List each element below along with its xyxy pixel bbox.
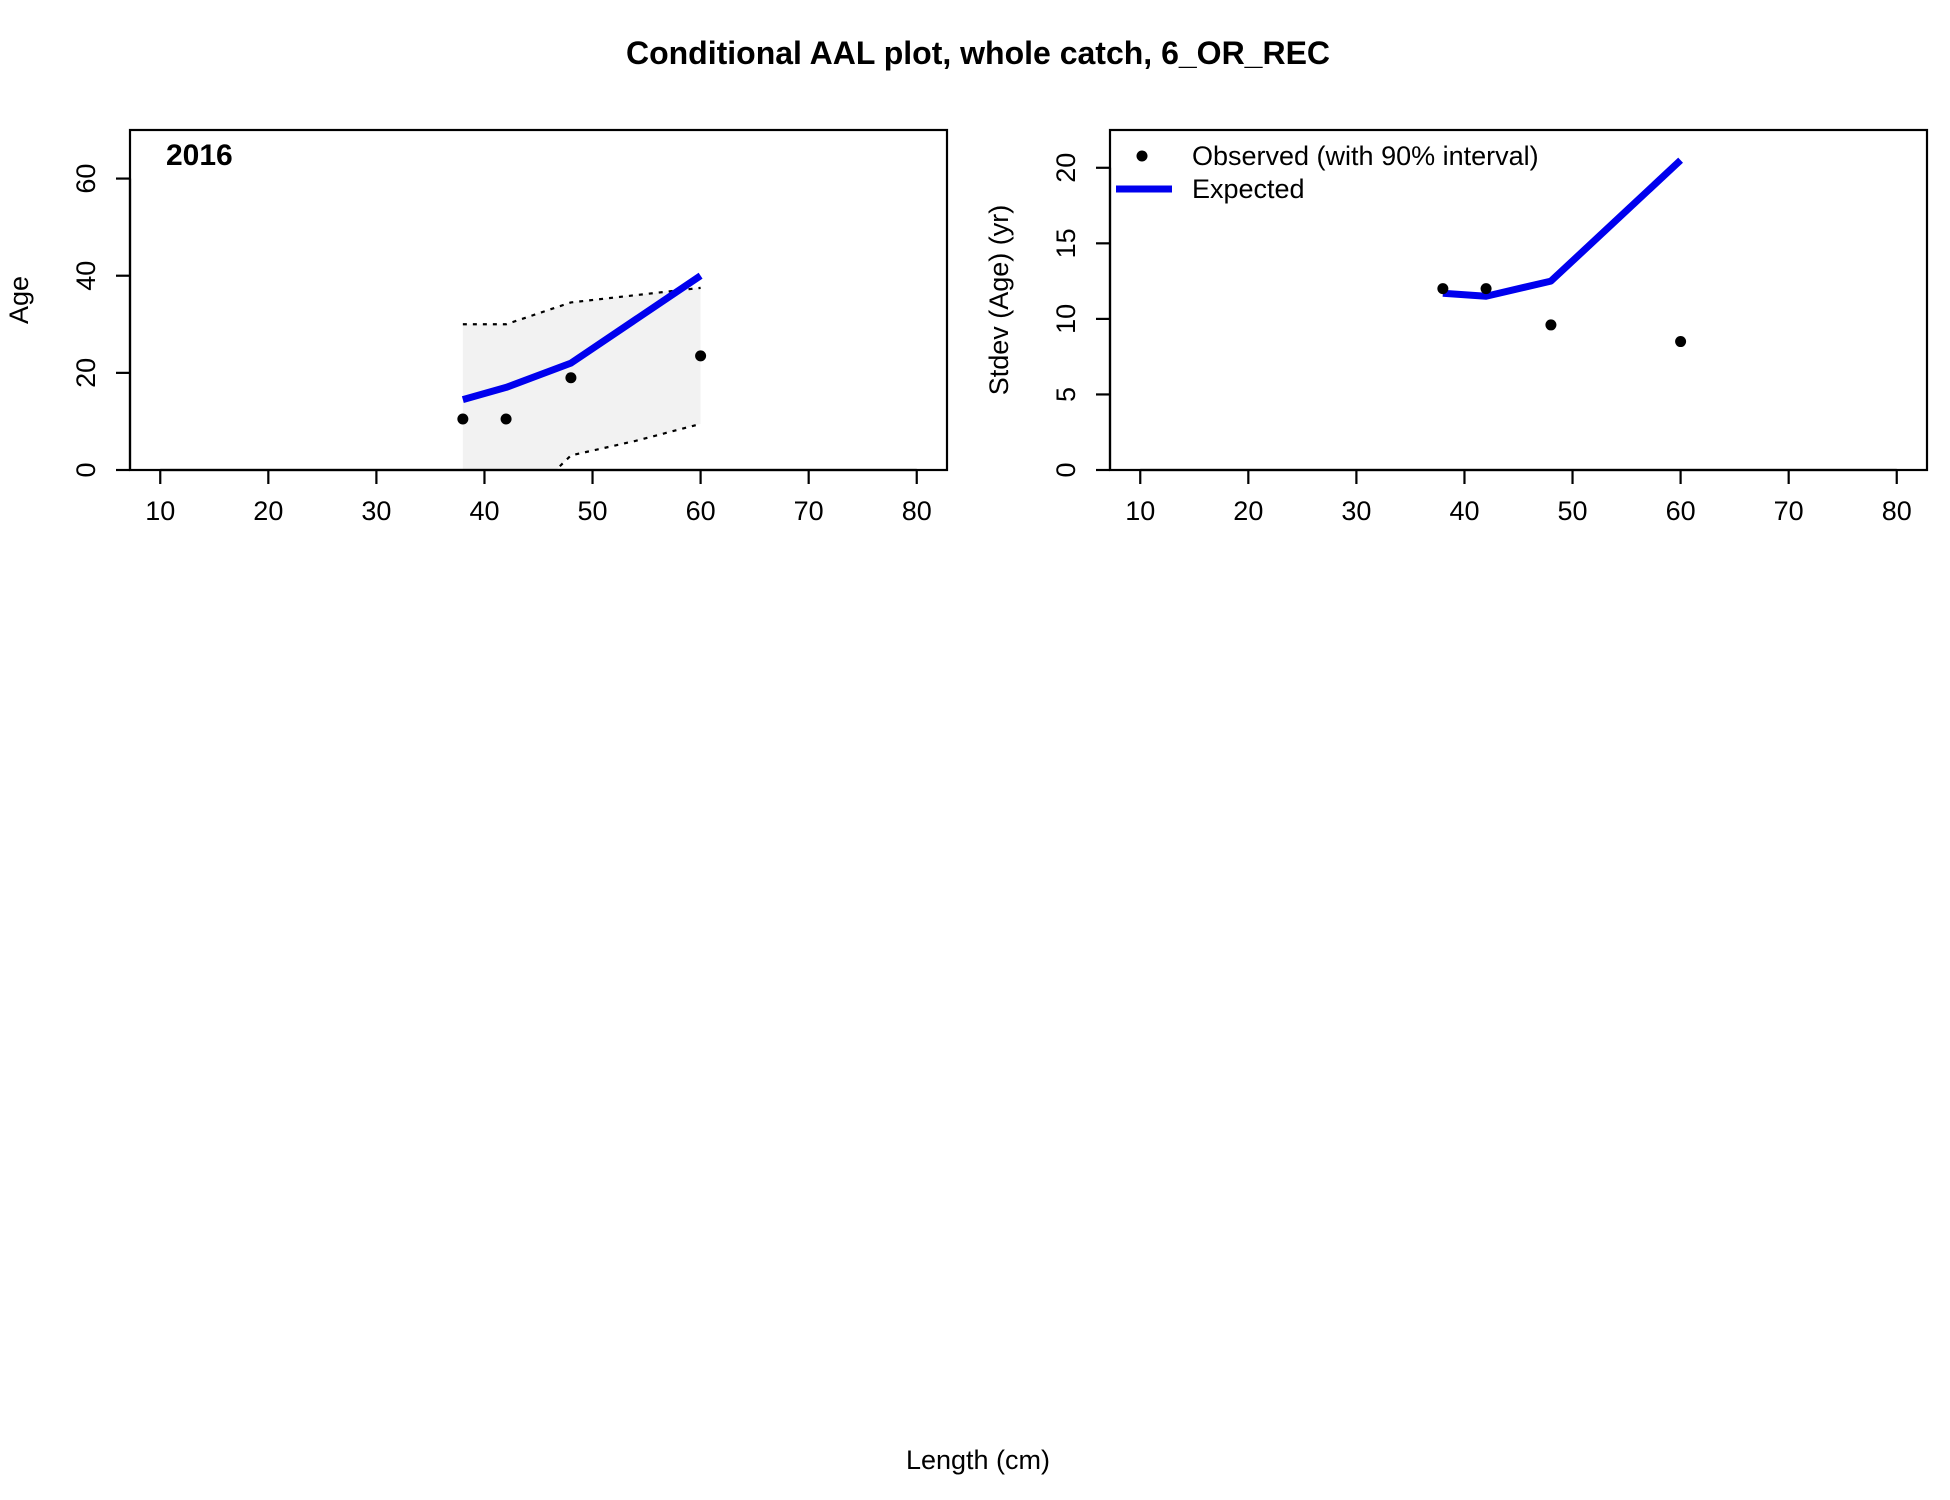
chart-title: Conditional AAL plot, whole catch, 6_OR_… [626, 35, 1330, 71]
legend-expected-label: Expected [1192, 174, 1305, 204]
x-tick-label: 10 [145, 496, 175, 526]
observed-point [1480, 283, 1492, 295]
y-tick-label: 60 [71, 164, 101, 194]
x-tick-label: 80 [902, 496, 932, 526]
observed-point [1437, 283, 1449, 295]
observed-point [500, 413, 512, 425]
x-tick-label: 60 [1666, 496, 1696, 526]
observed-point [457, 413, 469, 425]
y-axis-title: Age [4, 276, 34, 324]
y-tick-label: 10 [1051, 304, 1081, 334]
x-tick-label: 20 [1233, 496, 1263, 526]
y-tick-label: 0 [71, 462, 101, 477]
expected-line [1442, 157, 1683, 300]
plot-area [1437, 157, 1687, 348]
observed-point [695, 350, 707, 362]
observed-point [1675, 336, 1687, 348]
plot-area [457, 272, 707, 470]
observed-point [565, 372, 577, 384]
panel-year-label: 2016 [166, 139, 233, 172]
x-tick-label: 50 [1558, 496, 1588, 526]
y-tick-label: 0 [1051, 462, 1081, 477]
observed-point [1545, 319, 1557, 331]
stdev-age-panel: 10 20 30 40 50 60 70 80 0 5 10 15 20 Stdev (Age) (yr)… [984, 128, 1929, 526]
expected-line [461, 272, 703, 403]
interval-upper-line [462, 286, 701, 326]
legend-observed-symbol [1136, 150, 1148, 162]
y-tick-label: 20 [71, 358, 101, 388]
x-tick-label: 30 [1341, 496, 1371, 526]
y-tick-label: 40 [71, 261, 101, 291]
interval-band [462, 287, 701, 470]
mean-age-panel: 10 20 30 40 50 60 70 80 0 20 40 60 Age 2016 [4, 128, 949, 526]
x-tick-label: 40 [1449, 496, 1479, 526]
legend: Observed (with 90% interval)Expected [1116, 141, 1539, 204]
x-tick-label: 20 [253, 496, 283, 526]
y-tick-label: 15 [1051, 228, 1081, 258]
x-tick-label: 60 [686, 496, 716, 526]
x-tick-label: 50 [578, 496, 608, 526]
y-tick-label: 5 [1051, 387, 1081, 402]
y-axis-title: Stdev (Age) (yr) [984, 205, 1014, 396]
x-tick-label: 80 [1882, 496, 1912, 526]
x-tick-label: 30 [361, 496, 391, 526]
x-tick-label: 70 [794, 496, 824, 526]
legend-observed-label: Observed (with 90% interval) [1192, 141, 1539, 171]
y-tick-label: 20 [1051, 153, 1081, 183]
x-axis-title: Length (cm) [906, 1445, 1050, 1475]
x-tick-label: 70 [1774, 496, 1804, 526]
x-tick-label: 10 [1125, 496, 1155, 526]
x-tick-label: 40 [469, 496, 499, 526]
